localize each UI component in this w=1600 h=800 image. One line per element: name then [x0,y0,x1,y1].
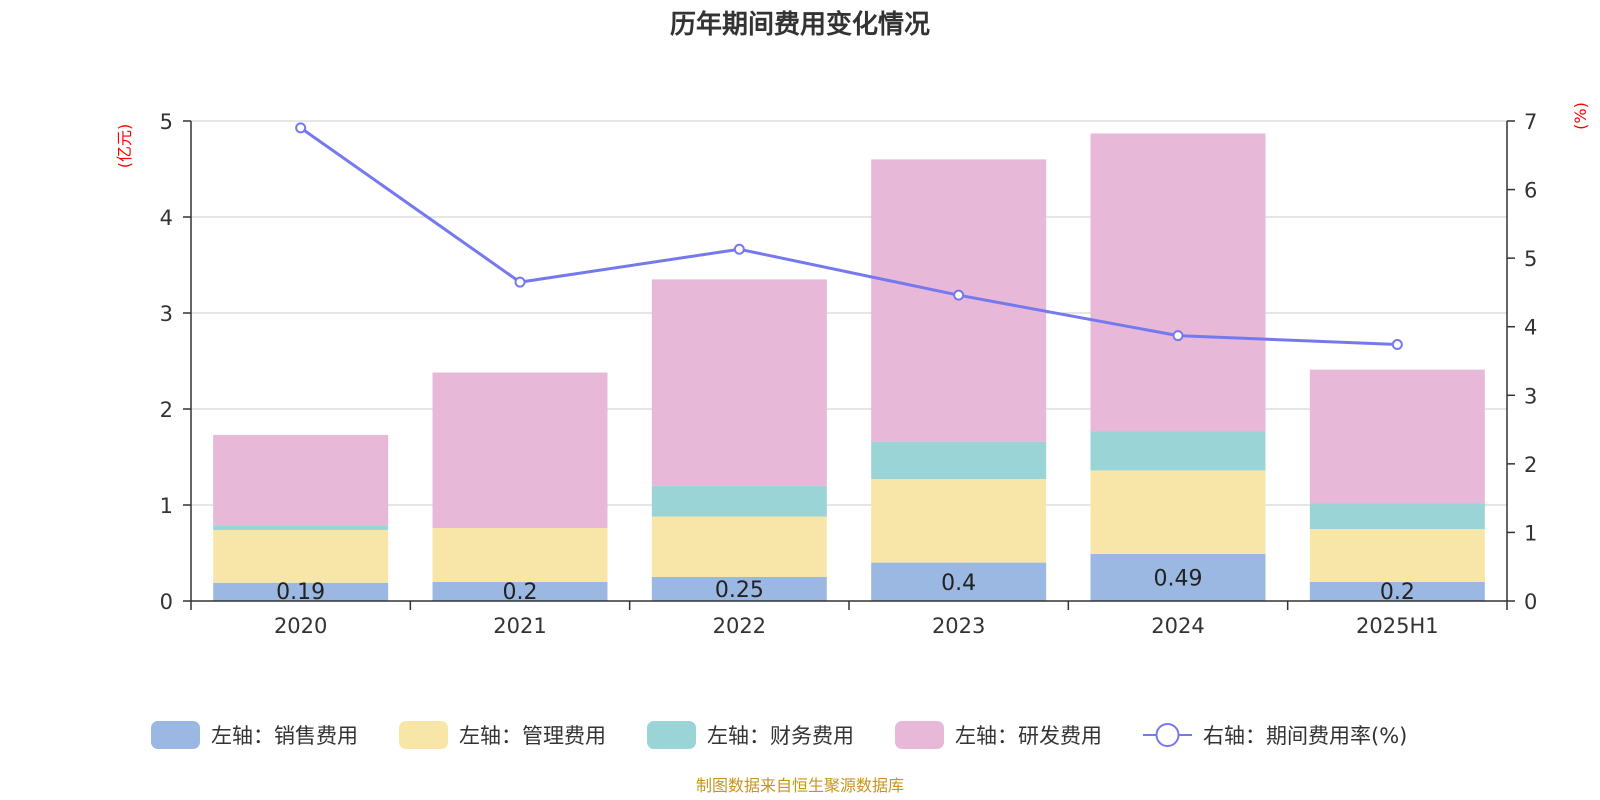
right-tick-label: 1 [1524,521,1537,545]
data-label: 0.49 [1154,566,1203,591]
line-point [1391,339,1403,351]
bar-segment-2-0 [213,525,389,530]
x-tick-label: 2024 [1151,614,1204,638]
right-tick-label: 5 [1524,247,1537,271]
axes: 0 1 2 3 4 5 0 1 2 3 4 5 6 7 2020 2021 2022 2023 2024 2025H1 [160,110,1538,638]
bar-segment-0-0 [213,582,389,601]
right-tick-label: 2 [1524,453,1537,477]
bar-segment-0-1 [432,581,608,601]
left-tick-label: 5 [160,110,173,134]
bar-segment-3-4 [1090,133,1266,432]
line-point [733,243,745,255]
data-label: 0.2 [503,580,538,605]
bar-segment-2-3 [871,441,1047,480]
data-label: 0.19 [276,580,325,605]
bar-segment-1-2 [651,516,827,577]
bar-segment-1-3 [871,479,1047,563]
legend: 左轴：销售费用 左轴：管理费用 左轴：财务费用 左轴：研发费用 右轴：期间费用率(%) [151,721,1407,749]
line-point [953,289,965,301]
bar-segment-1-4 [1090,470,1266,554]
data-label: 0.2 [1380,580,1415,605]
right-tick-label: 7 [1524,110,1537,134]
x-tick-label: 2025H1 [1356,614,1439,638]
bar-segment-0-5 [1309,581,1485,601]
bar-segment-1-5 [1309,529,1485,582]
legend-swatch [399,721,448,749]
left-tick-label: 1 [160,494,173,518]
right-axis-unit: (%) [1571,102,1590,130]
bar-segment-0-4 [1090,553,1266,601]
legend-label: 右轴：期间费用率(%) [1203,724,1407,748]
data-label: 0.4 [941,571,976,596]
bar-segment-3-0 [213,434,389,526]
left-tick-label: 3 [160,302,173,326]
bar-segment-3-1 [432,372,608,529]
line-point [1172,330,1184,342]
legend-swatch [895,721,944,749]
right-tick-label: 6 [1524,179,1537,203]
data-labels: 0.19 0.2 0.25 0.4 0.49 0.2 [276,566,1415,605]
data-label: 0.25 [715,578,764,603]
x-tick-label: 2022 [713,614,766,638]
left-tick-label: 2 [160,398,173,422]
right-tick-label: 4 [1524,316,1537,340]
x-tick-label: 2020 [274,614,327,638]
bar-segment-2-5 [1309,503,1485,529]
bar-segment-1-0 [213,529,389,583]
bar-series [213,133,1485,601]
left-tick-label: 0 [160,590,173,614]
source-note: 制图数据来自恒生聚源数据库 [696,776,904,795]
bar-segment-2-2 [651,485,827,517]
left-axis-unit: (亿元) [115,124,134,169]
right-tick-label: 3 [1524,384,1537,408]
bar-segment-1-1 [432,528,608,582]
bar-segment-3-2 [651,279,827,486]
right-tick-label: 0 [1524,590,1537,614]
legend-label: 左轴：研发费用 [955,724,1102,748]
legend-label: 左轴：销售费用 [211,724,358,748]
legend-marker [1155,723,1180,747]
legend-label: 左轴：财务费用 [707,724,854,748]
bar-segment-0-2 [651,577,827,601]
bar-segment-0-3 [871,562,1047,601]
bar-segment-3-5 [1309,369,1485,504]
line-path [299,126,1398,347]
legend-label: 左轴：管理费用 [459,724,606,748]
chart-title: 历年期间费用变化情况 [670,9,930,40]
x-tick-label: 2023 [932,614,985,638]
grid-lines [191,120,1507,506]
x-tick-label: 2021 [493,614,546,638]
left-tick-label: 4 [160,206,173,230]
line-point [295,122,307,134]
bar-segment-2-4 [1090,431,1266,471]
legend-swatch [647,721,696,749]
legend-swatch [151,721,200,749]
line-series [295,122,1403,351]
line-point [514,276,526,288]
